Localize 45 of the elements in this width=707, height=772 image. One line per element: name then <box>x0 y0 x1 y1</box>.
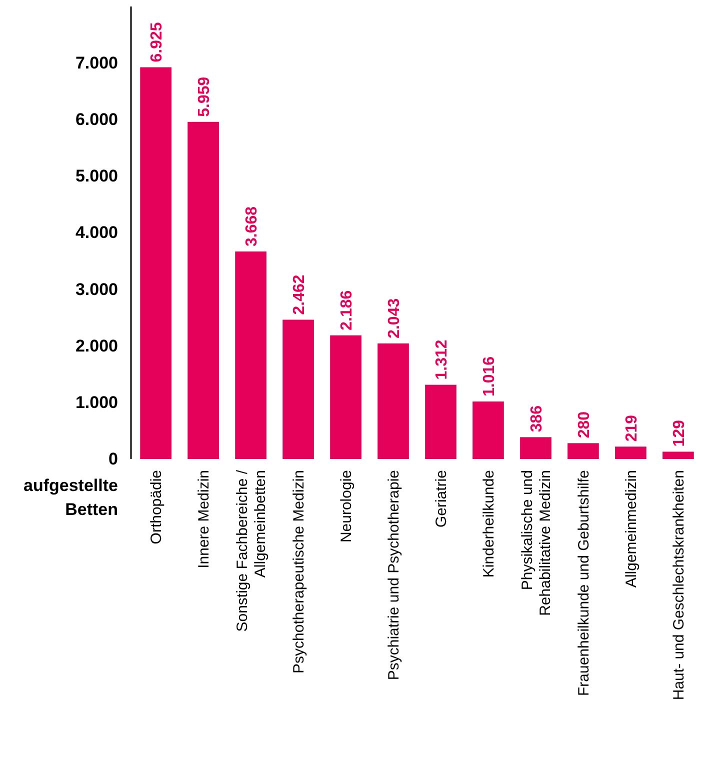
x-tick-label: Innere Medizin <box>196 470 213 568</box>
bar <box>140 67 172 459</box>
bar <box>330 335 362 459</box>
x-tick-label: Frauenheilkunde und Geburtshilfe <box>575 470 592 696</box>
bar <box>235 252 266 459</box>
x-tick-label: Allgemeinmedizin <box>622 470 640 588</box>
y-tick-label: 0 <box>108 450 118 468</box>
bar <box>188 122 219 459</box>
y-tick-label: 5.000 <box>75 166 118 186</box>
data-label: 2.186 <box>338 290 356 330</box>
bar <box>472 402 504 459</box>
data-label: 280 <box>576 411 593 438</box>
bar <box>378 343 409 459</box>
x-tick-label: Haut- und Geschlechtskrankheiten <box>670 470 688 700</box>
data-label: 5.959 <box>196 76 213 117</box>
bar <box>282 320 314 459</box>
x-tick-label: Neurologie <box>338 470 356 543</box>
data-label: 6.925 <box>148 22 166 62</box>
data-label: 219 <box>623 414 640 442</box>
y-tick-label: 7.000 <box>75 54 118 73</box>
data-label: 386 <box>528 405 546 432</box>
x-tick-label: Sonstige Fachbereiche / Allgemeinbetten <box>234 469 270 632</box>
y-axis-title: aufgestellte Betten <box>24 476 118 519</box>
data-label: 2.043 <box>386 298 403 338</box>
y-tick-label: 2.000 <box>75 336 118 356</box>
data-label: 1.016 <box>480 356 498 397</box>
y-tick-label: 3.000 <box>75 280 118 299</box>
x-tick-label: Orthopädie <box>148 470 166 544</box>
bar <box>425 384 456 459</box>
bar <box>615 446 646 459</box>
x-tick-label: Geriatrie <box>432 470 450 528</box>
x-tick-label: Psychotherapeutische Medizin <box>290 470 308 674</box>
y-tick-label: 4.000 <box>75 223 118 242</box>
y-tick-label: 6.000 <box>75 110 118 130</box>
data-label: 1.312 <box>433 340 450 380</box>
data-label: 2.462 <box>290 274 308 315</box>
x-tick-label: Kinderheilkunde <box>480 470 498 578</box>
data-label: 129 <box>670 420 688 447</box>
bar <box>520 437 552 459</box>
bar <box>568 443 599 459</box>
bar <box>662 452 694 459</box>
x-tick-label: Psychiatrie und Psychotherapie <box>386 470 403 680</box>
y-tick-label: 1.000 <box>75 392 118 412</box>
x-tick-label: Physikalische und Rehabilitative Medizin <box>518 470 554 616</box>
data-label: 3.668 <box>243 206 260 246</box>
